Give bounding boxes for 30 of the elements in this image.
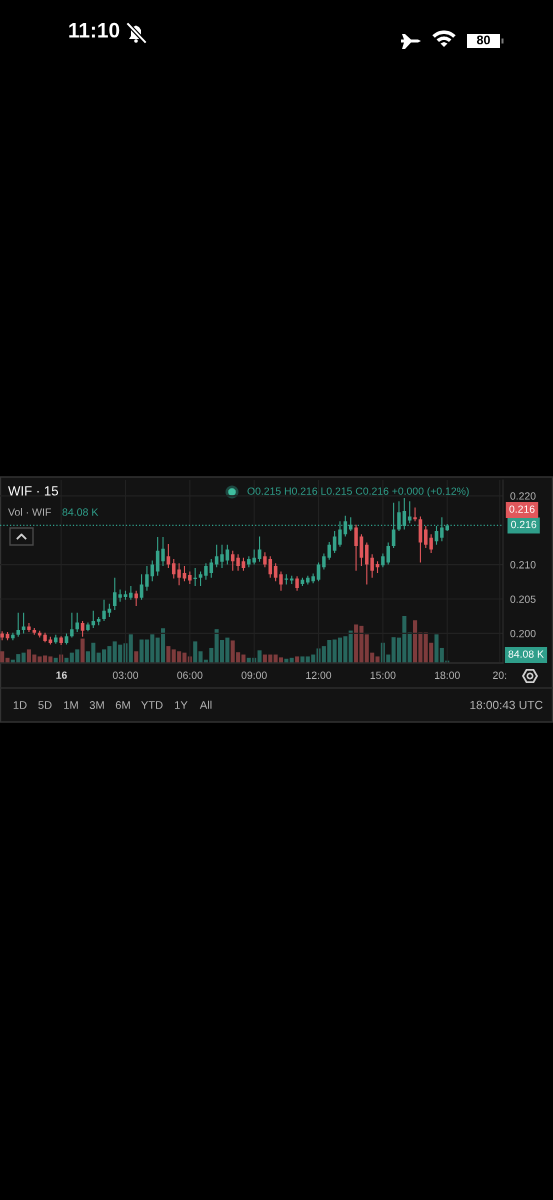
text: 11:10 — [69, 22, 120, 38]
x-tick-label: 20: — [493, 671, 507, 679]
text: 18:00:43 UTC — [470, 700, 543, 710]
text: 1D — [13, 701, 27, 709]
x-tick-label: 03:00 — [112, 671, 139, 679]
annotation: 84.08 K — [62, 508, 99, 516]
text: 16 — [56, 671, 67, 679]
y-tick-label: 0.200 — [510, 629, 536, 638]
chart-title: WIF · 15 — [8, 486, 59, 496]
text: YTD — [141, 701, 163, 709]
annotation: O0.215 H0.216 L0.215 C0.216 +0.000 (+0.12%) — [247, 487, 469, 497]
text: 6M — [115, 701, 130, 709]
x-tick-label: 15:00 — [370, 671, 396, 679]
text: All — [199, 700, 212, 709]
x-tick-label: 06:00 — [177, 671, 203, 679]
text: 1Y — [175, 701, 188, 709]
text: 5D — [38, 701, 52, 709]
x-tick-label: 18:00 — [434, 671, 460, 679]
ref-line-label: 0.216 — [511, 520, 537, 529]
text: 3M — [89, 701, 104, 709]
y-tick-label: 0.210 — [510, 561, 536, 569]
y-tick-label: 0.220 — [510, 492, 536, 500]
text: 1M — [64, 701, 78, 709]
text: 84.08 K — [508, 650, 544, 658]
x-tick-label: 09:00 — [241, 671, 267, 679]
text: 0.216 — [509, 505, 535, 513]
chart-title: Vol · WIF — [8, 508, 51, 516]
x-tick-label: 12:00 — [306, 671, 332, 679]
text: 80 — [476, 35, 490, 45]
y-tick-label: 0.205 — [510, 595, 536, 603]
